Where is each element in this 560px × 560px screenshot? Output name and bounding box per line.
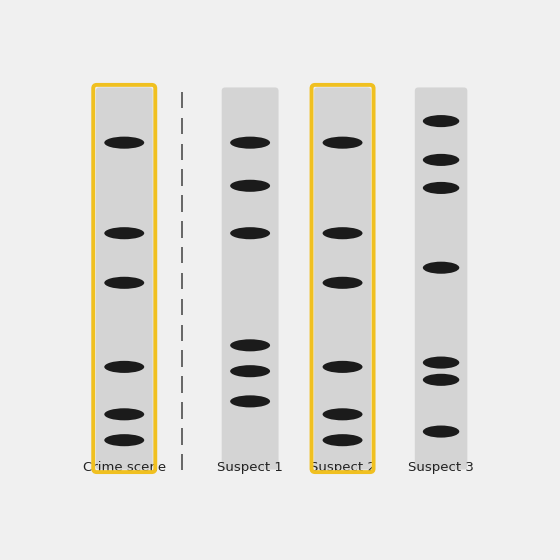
- Ellipse shape: [230, 137, 270, 149]
- Ellipse shape: [323, 361, 362, 373]
- Ellipse shape: [104, 137, 144, 149]
- Text: Suspect 3: Suspect 3: [408, 461, 474, 474]
- Ellipse shape: [423, 374, 459, 386]
- Ellipse shape: [423, 182, 459, 194]
- Ellipse shape: [104, 227, 144, 239]
- Ellipse shape: [423, 426, 459, 437]
- Ellipse shape: [323, 408, 362, 421]
- Ellipse shape: [423, 115, 459, 127]
- Ellipse shape: [323, 434, 362, 446]
- Ellipse shape: [230, 227, 270, 239]
- Ellipse shape: [230, 180, 270, 192]
- Ellipse shape: [104, 361, 144, 373]
- FancyBboxPatch shape: [96, 87, 153, 469]
- Text: Crime scene: Crime scene: [83, 461, 166, 474]
- Ellipse shape: [104, 408, 144, 421]
- Ellipse shape: [104, 277, 144, 289]
- Ellipse shape: [423, 262, 459, 274]
- Text: Suspect 1: Suspect 1: [217, 461, 283, 474]
- Ellipse shape: [423, 154, 459, 166]
- Ellipse shape: [323, 277, 362, 289]
- FancyBboxPatch shape: [415, 87, 468, 469]
- FancyBboxPatch shape: [314, 87, 371, 469]
- Text: Suspect 2: Suspect 2: [310, 461, 376, 474]
- Ellipse shape: [230, 365, 270, 377]
- Ellipse shape: [230, 395, 270, 408]
- Ellipse shape: [323, 137, 362, 149]
- Ellipse shape: [230, 339, 270, 351]
- Ellipse shape: [104, 434, 144, 446]
- FancyBboxPatch shape: [222, 87, 278, 469]
- Ellipse shape: [323, 227, 362, 239]
- Ellipse shape: [423, 357, 459, 368]
